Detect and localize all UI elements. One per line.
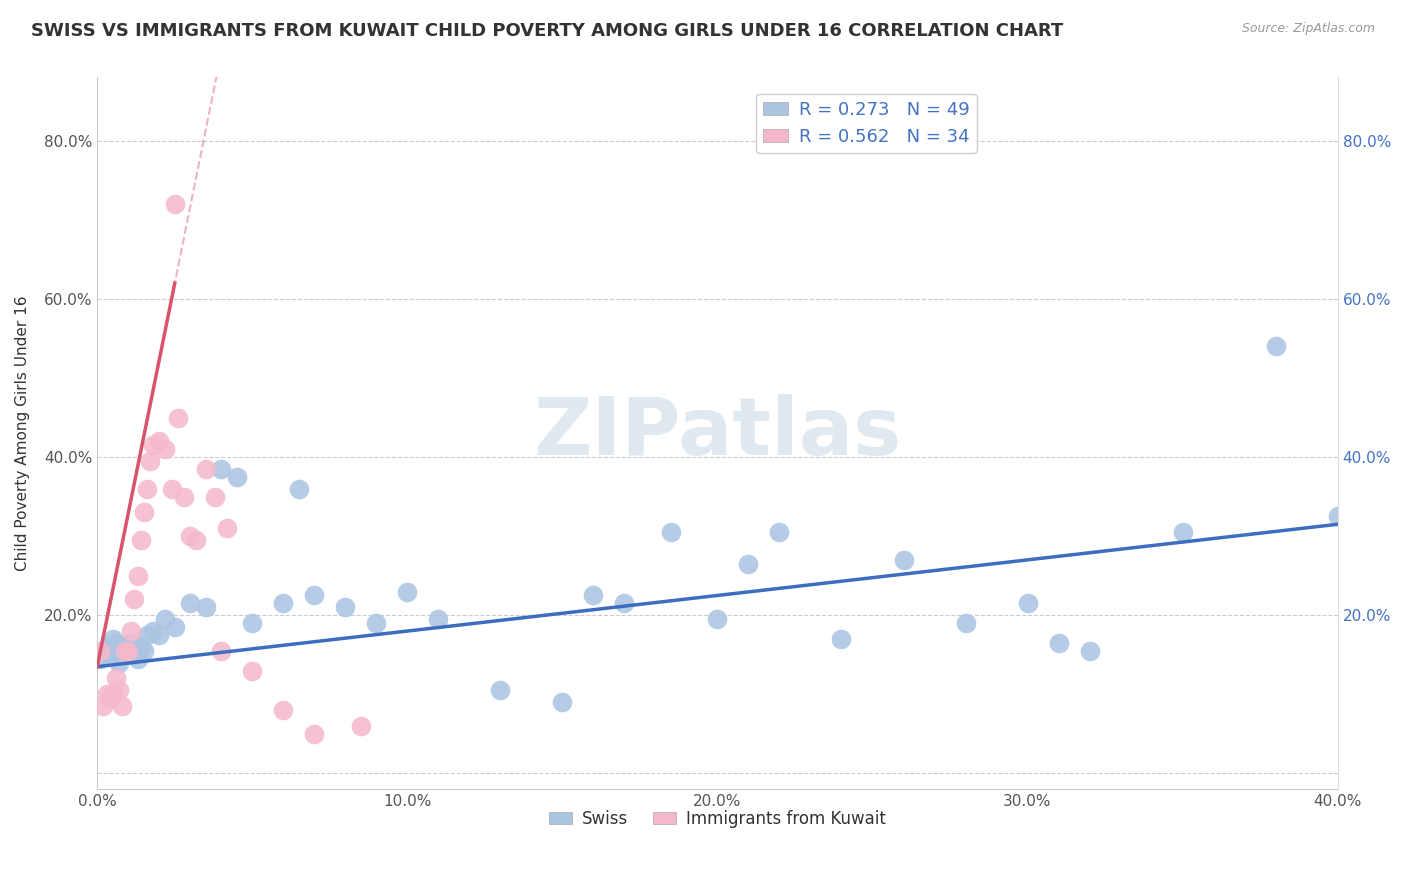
Point <box>124 648 146 662</box>
Point <box>366 616 388 631</box>
Point <box>89 651 111 665</box>
Point <box>613 596 636 610</box>
Point <box>271 596 294 610</box>
Point <box>204 490 226 504</box>
Point <box>240 664 263 678</box>
Point <box>1078 644 1101 658</box>
Point <box>304 589 326 603</box>
Point <box>706 612 728 626</box>
Point <box>194 462 217 476</box>
Point <box>117 644 139 658</box>
Point <box>93 699 115 714</box>
Point <box>768 525 790 540</box>
Y-axis label: Child Poverty Among Girls Under 16: Child Poverty Among Girls Under 16 <box>15 295 30 571</box>
Point <box>132 505 155 519</box>
Text: Source: ZipAtlas.com: Source: ZipAtlas.com <box>1241 22 1375 36</box>
Point <box>120 624 142 638</box>
Point <box>163 620 186 634</box>
Point <box>132 644 155 658</box>
Point <box>737 557 759 571</box>
Point <box>217 521 239 535</box>
Point <box>304 727 326 741</box>
Point <box>271 703 294 717</box>
Point <box>124 592 146 607</box>
Point <box>120 636 142 650</box>
Point <box>955 616 977 631</box>
Point <box>93 644 115 658</box>
Point <box>194 600 217 615</box>
Point <box>108 656 131 670</box>
Point <box>111 644 134 658</box>
Point <box>101 687 124 701</box>
Point <box>209 644 232 658</box>
Point <box>96 687 118 701</box>
Point <box>1047 636 1070 650</box>
Point <box>427 612 450 626</box>
Point <box>111 699 134 714</box>
Point <box>148 434 170 449</box>
Point <box>179 596 201 610</box>
Point <box>98 691 121 706</box>
Point <box>135 628 157 642</box>
Point <box>127 568 149 582</box>
Point <box>155 442 177 457</box>
Point <box>167 410 190 425</box>
Point <box>489 683 512 698</box>
Point <box>160 482 183 496</box>
Point <box>108 683 131 698</box>
Point <box>104 672 127 686</box>
Point <box>114 640 136 654</box>
Point <box>830 632 852 646</box>
Point <box>893 553 915 567</box>
Point <box>101 632 124 646</box>
Point <box>335 600 357 615</box>
Point <box>659 525 682 540</box>
Point <box>396 584 419 599</box>
Point <box>186 533 208 547</box>
Point <box>179 529 201 543</box>
Point <box>114 644 136 658</box>
Text: SWISS VS IMMIGRANTS FROM KUWAIT CHILD POVERTY AMONG GIRLS UNDER 16 CORRELATION C: SWISS VS IMMIGRANTS FROM KUWAIT CHILD PO… <box>31 22 1063 40</box>
Point <box>129 640 152 654</box>
Point <box>1171 525 1194 540</box>
Point <box>148 628 170 642</box>
Point <box>89 644 111 658</box>
Point <box>104 636 127 650</box>
Point <box>240 616 263 631</box>
Point <box>135 482 157 496</box>
Point <box>96 640 118 654</box>
Legend: Swiss, Immigrants from Kuwait: Swiss, Immigrants from Kuwait <box>541 803 893 834</box>
Point <box>129 533 152 547</box>
Point <box>209 462 232 476</box>
Point <box>98 648 121 662</box>
Point <box>350 719 373 733</box>
Point <box>288 482 311 496</box>
Point <box>139 454 162 468</box>
Point <box>163 197 186 211</box>
Point <box>155 612 177 626</box>
Point <box>117 644 139 658</box>
Text: ZIPatlas: ZIPatlas <box>533 394 901 473</box>
Point <box>1017 596 1039 610</box>
Point <box>582 589 605 603</box>
Point <box>142 624 165 638</box>
Point <box>225 470 247 484</box>
Point <box>1264 339 1286 353</box>
Point <box>173 490 195 504</box>
Point <box>142 438 165 452</box>
Point <box>127 651 149 665</box>
Point <box>1326 509 1348 524</box>
Point <box>551 695 574 709</box>
